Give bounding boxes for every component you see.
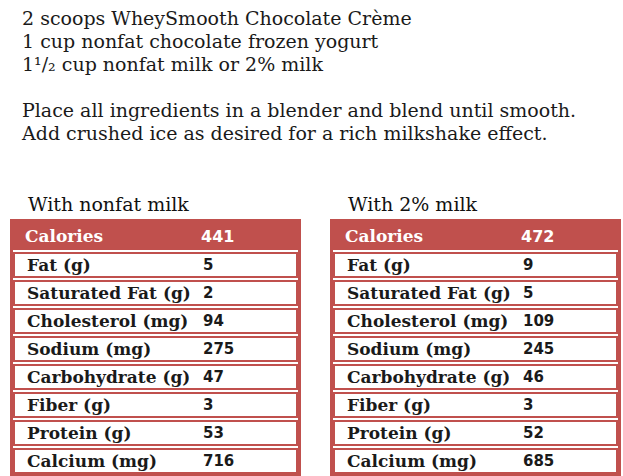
nutrient-value: 9 — [523, 256, 533, 274]
nutrient-value: 472 — [521, 227, 554, 246]
nutrient-value: 275 — [203, 340, 234, 358]
nutrient-label: Calcium (mg) — [15, 451, 203, 471]
nutrient-label: Saturated Fat (g) — [15, 283, 203, 303]
table-title-nonfat: With nonfat milk — [28, 193, 301, 215]
nutrient-label: Protein (g) — [335, 423, 523, 443]
nutrient-value: 109 — [523, 312, 554, 330]
nutrient-label: Sodium (mg) — [335, 339, 523, 359]
table-row: Fiber (g) 3 — [13, 392, 298, 418]
nutrition-table-2pct: Calories 472 Fat (g) 9 Saturated Fat (g)… — [330, 219, 621, 476]
nutrition-tables: With nonfat milk Calories 441 Fat (g) 5 … — [10, 193, 623, 476]
nutrient-value: 245 — [523, 340, 554, 358]
nutrition-column-2pct: With 2% milk Calories 472 Fat (g) 9 Satu… — [330, 193, 621, 476]
table-row: Cholesterol (mg) 109 — [333, 308, 618, 334]
nutrient-label: Calories — [333, 226, 521, 246]
table-row: Fat (g) 9 — [333, 252, 618, 278]
instruction-line: Place all ingredients in a blender and b… — [22, 99, 623, 122]
table-row: Calcium (mg) 685 — [333, 448, 618, 474]
nutrient-value: 52 — [523, 424, 544, 442]
ingredient-line: 1 cup nonfat chocolate frozen yogurt — [22, 30, 623, 53]
table-row: Protein (g) 53 — [13, 420, 298, 446]
table-row: Sodium (mg) 245 — [333, 336, 618, 362]
nutrient-label: Calories — [13, 226, 201, 246]
nutrient-label: Fiber (g) — [335, 395, 523, 415]
table-row: Fat (g) 5 — [13, 252, 298, 278]
nutrient-label: Carbohydrate (g) — [15, 367, 203, 387]
table-row: Cholesterol (mg) 94 — [13, 308, 298, 334]
nutrient-label: Fat (g) — [15, 255, 203, 275]
nutrient-label: Sodium (mg) — [15, 339, 203, 359]
instruction-line: Add crushed ice as desired for a rich mi… — [22, 122, 623, 145]
nutrient-value: 47 — [203, 368, 224, 386]
table-row: Saturated Fat (g) 5 — [333, 280, 618, 306]
table-row: Sodium (mg) 275 — [13, 336, 298, 362]
nutrient-value: 441 — [201, 227, 234, 246]
nutrient-label: Fiber (g) — [15, 395, 203, 415]
nutrient-value: 46 — [523, 368, 544, 386]
ingredient-line: 1¹/₂ cup nonfat milk or 2% milk — [22, 53, 623, 76]
nutrient-value: 5 — [203, 256, 213, 274]
table-row: Protein (g) 52 — [333, 420, 618, 446]
ingredient-line: 2 scoops WheySmooth Chocolate Crème — [22, 7, 623, 30]
nutrition-column-nonfat: With nonfat milk Calories 441 Fat (g) 5 … — [10, 193, 301, 476]
ingredients-list: 2 scoops WheySmooth Chocolate Crème 1 cu… — [22, 0, 623, 76]
nutrient-value: 685 — [523, 452, 554, 470]
nutrient-value: 94 — [203, 312, 224, 330]
nutrient-label: Carbohydrate (g) — [335, 367, 523, 387]
recipe-document: 2 scoops WheySmooth Chocolate Crème 1 cu… — [0, 0, 623, 476]
nutrient-value: 53 — [203, 424, 224, 442]
nutrient-label: Calcium (mg) — [335, 451, 523, 471]
instructions: Place all ingredients in a blender and b… — [22, 99, 623, 145]
nutrient-label: Fat (g) — [335, 255, 523, 275]
table-row: Fiber (g) 3 — [333, 392, 618, 418]
table-row: Carbohydrate (g) 47 — [13, 364, 298, 390]
nutrient-value: 3 — [203, 396, 213, 414]
nutrition-table-nonfat: Calories 441 Fat (g) 5 Saturated Fat (g)… — [10, 219, 301, 476]
table-row: Saturated Fat (g) 2 — [13, 280, 298, 306]
table-row: Calcium (mg) 716 — [13, 448, 298, 474]
table-row: Carbohydrate (g) 46 — [333, 364, 618, 390]
nutrient-value: 716 — [203, 452, 234, 470]
nutrient-label: Protein (g) — [15, 423, 203, 443]
nutrient-value: 5 — [523, 284, 533, 302]
nutrient-value: 2 — [203, 284, 213, 302]
nutrient-label: Cholesterol (mg) — [335, 311, 523, 331]
nutrient-label: Saturated Fat (g) — [335, 283, 523, 303]
table-header-row: Calories 472 — [333, 222, 618, 250]
table-header-row: Calories 441 — [13, 222, 298, 250]
nutrient-label: Cholesterol (mg) — [15, 311, 203, 331]
table-title-2pct: With 2% milk — [348, 193, 621, 215]
nutrient-value: 3 — [523, 396, 533, 414]
